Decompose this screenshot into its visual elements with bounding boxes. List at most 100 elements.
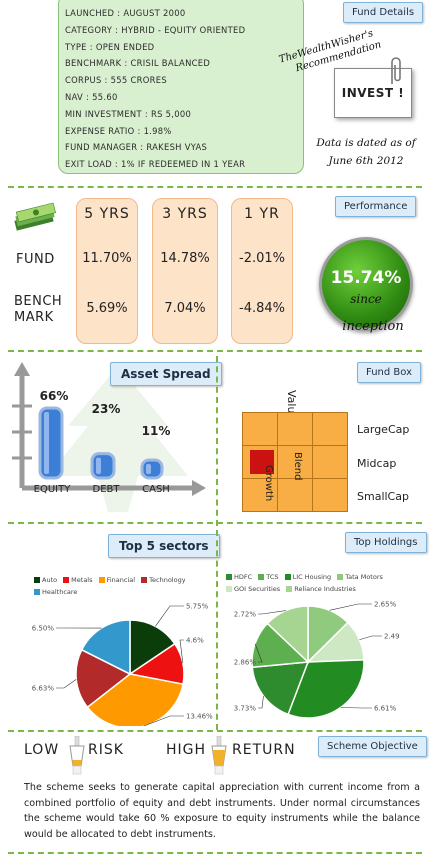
perf-column-1y	[231, 198, 293, 344]
equity-value: 66%	[39, 389, 69, 403]
pie-slice-financial	[86, 673, 184, 726]
pie-label: 6.61%	[374, 705, 397, 713]
legend-swatch	[226, 574, 232, 580]
high-label: HIGH	[166, 742, 207, 758]
pie-label: 5.75%	[186, 603, 209, 611]
perf-header-5y: 5 YRS	[84, 206, 130, 222]
vertical-divider	[216, 356, 218, 526]
pie-label: 2.86%	[234, 659, 257, 667]
legend-swatch	[337, 574, 344, 580]
data-date: Data is dated as of June 6th 2012	[306, 134, 426, 170]
sectors-legend-row-1: Auto Metals Financial Technology	[34, 576, 186, 584]
since-inception-value: 15.74%	[330, 268, 402, 288]
pie-leader-line	[143, 715, 184, 726]
fund-details-panel: LAUNCHED : AUGUST 2000 CATEGORY : HYBRID…	[58, 0, 304, 174]
holdings-pie-chart: 2.65% 2.49 6.61% 3.73% 2.86% 2.72%	[234, 601, 400, 719]
detail-row: FUND MANAGER : RAKESH VYAS	[65, 142, 208, 153]
detail-row: LAUNCHED : AUGUST 2000	[65, 8, 186, 18]
growth-label: Growth	[263, 465, 274, 502]
cash-value: 11%	[141, 424, 171, 438]
holdings-legend-row-1: HDFC TCS LIC Housing Tata Motors	[226, 573, 383, 581]
pie-label: 2.49	[384, 633, 400, 641]
asset-spread-tag: Asset Spread	[110, 362, 222, 386]
asset-bar-shine	[96, 457, 101, 474]
legend-swatch	[286, 586, 293, 592]
perf-column-3y	[152, 198, 218, 344]
legend-swatch	[258, 574, 265, 580]
detail-row: MIN INVESTMENT : RS 5,000	[65, 108, 192, 119]
detail-row: TYPE : OPEN ENDED	[65, 41, 155, 52]
perf-header-3y: 3 YRS	[162, 206, 208, 222]
invest-note: INVEST !	[334, 68, 412, 118]
midcap-label: Midcap	[357, 457, 397, 470]
pie-label: 3.73%	[234, 705, 257, 713]
pie-slice-auto	[129, 619, 176, 676]
fund-label: FUND	[16, 252, 55, 267]
legend-swatch	[284, 574, 291, 580]
pie-leader-line	[258, 610, 286, 615]
benchmark-label: BENCH MARK	[14, 294, 62, 326]
fund-return-3y: 14.78%	[160, 251, 210, 266]
date-line-1: Data is dated as of	[316, 137, 416, 149]
asset-bar-cash	[140, 458, 164, 480]
high-glass-icon	[211, 736, 227, 775]
asset-spread-bars	[38, 406, 164, 480]
pie-slice-reliance-industries	[266, 605, 309, 664]
pie-label: 6.63%	[32, 685, 55, 693]
risk-label: RISK	[88, 742, 124, 758]
legend-goi-securities: GOI Securities	[234, 585, 281, 593]
legend-swatch	[63, 577, 70, 583]
smallcap-label: SmallCap	[357, 490, 409, 503]
since-text: since	[350, 292, 382, 306]
legend-swatch	[141, 577, 148, 583]
fund-details-tag: Fund Details	[343, 2, 424, 23]
pie-leader-line	[155, 605, 184, 627]
grid-cell	[278, 479, 312, 511]
debt-value: 23%	[91, 402, 121, 416]
grid-cell	[243, 479, 277, 511]
legend-swatch	[34, 577, 40, 583]
largecap-label: LargeCap	[357, 423, 410, 436]
low-label: LOW	[24, 742, 60, 758]
perf-header-1y: 1 YR	[244, 206, 280, 222]
fund-return-1y: -2.01%	[239, 251, 285, 266]
bench-return-3y: 7.04%	[164, 301, 206, 316]
grid-cell	[313, 446, 347, 478]
invest-verdict: INVEST !	[341, 86, 405, 100]
sectors-legend-row-2: Healthcare	[34, 588, 77, 596]
asset-spread-axes	[12, 362, 206, 496]
sectors-pie-chart: 5.75% 4.6% 13.46% 6.63% 6.50%	[32, 603, 213, 726]
legend-lic-housing: LIC Housing	[292, 573, 332, 581]
fund-return-5y: 11.70%	[82, 251, 132, 266]
top-holdings-tag: Top Holdings	[345, 532, 427, 553]
legend-healthcare: Healthcare	[42, 588, 78, 596]
cash-label: CASH	[142, 484, 170, 495]
legend-technology: Technology	[149, 576, 186, 584]
pie-slice-hdfc	[251, 661, 310, 716]
detail-row: EXPENSE RATIO : 1.98%	[65, 125, 172, 136]
asset-bar-shine	[44, 412, 49, 474]
detail-row: CATEGORY : HYBRID - EQUITY ORIENTED	[65, 24, 246, 35]
return-label: RETURN	[232, 742, 296, 758]
fund-box-tag: Fund Box	[357, 362, 421, 383]
grid-cell	[243, 413, 277, 445]
holdings-legend-row-2: GOI Securities Reliance Industries	[226, 585, 356, 593]
detail-row: NAV : 55.60	[65, 91, 118, 102]
legend-reliance: Reliance Industries	[294, 585, 356, 593]
legend-auto: Auto	[42, 576, 58, 584]
pie-slice-technology	[75, 648, 132, 709]
legend-swatch	[226, 586, 232, 592]
legend-swatch	[98, 577, 105, 583]
detail-row: CORPUS : 555 CRORES	[65, 75, 167, 86]
scheme-objective-text: The scheme seeks to generate capital app…	[24, 782, 420, 840]
detail-row: BENCHMARK : CRISIL BALANCED	[65, 58, 211, 69]
divider	[8, 730, 422, 732]
pie-slice-lic-housing	[287, 659, 365, 719]
pie-leader-line	[329, 603, 372, 611]
pie-leader-line	[254, 643, 263, 663]
style-box-grid	[242, 412, 348, 512]
blend-label: Blend	[292, 452, 303, 481]
pie-label: 13.46%	[186, 713, 213, 721]
performance-tag: Performance	[335, 196, 417, 217]
style-box-highlight	[250, 450, 274, 474]
